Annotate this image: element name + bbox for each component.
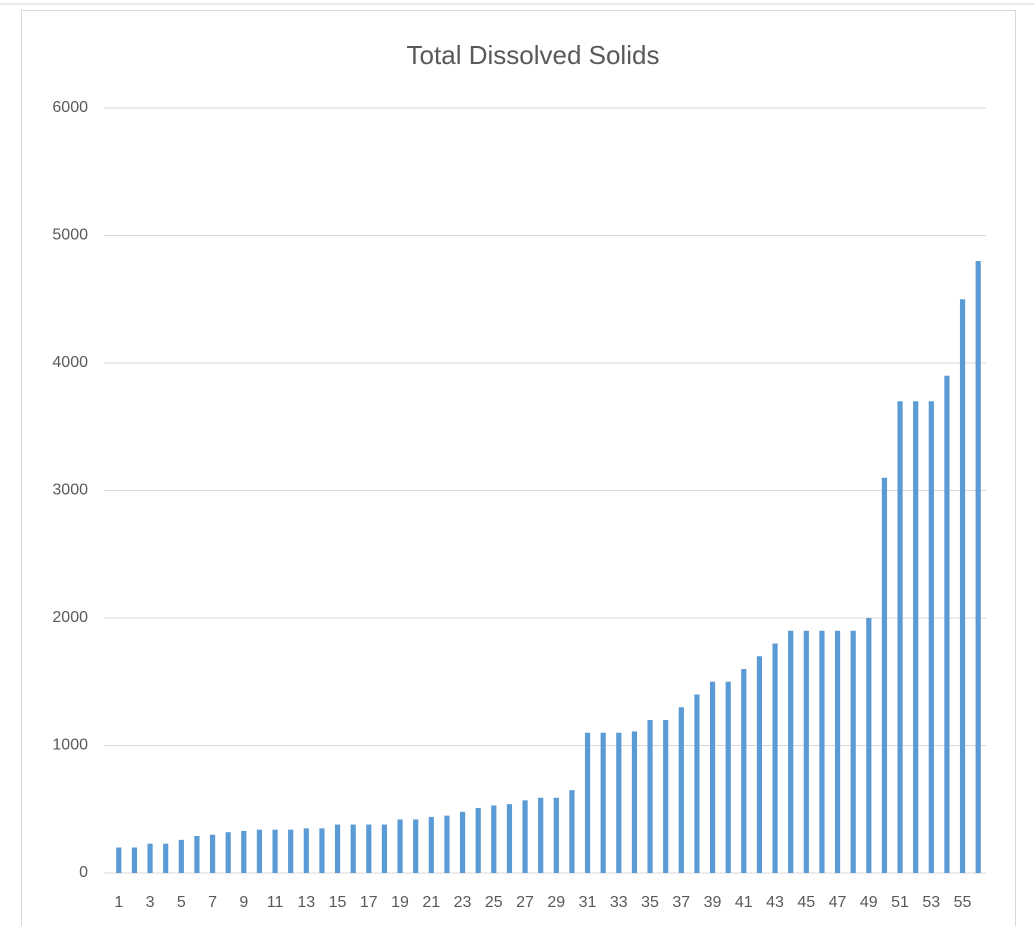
y-tick-label: 5000 <box>52 227 88 244</box>
x-tick-label: 7 <box>208 894 217 911</box>
bar <box>256 829 263 873</box>
bar <box>772 643 778 873</box>
bar <box>709 681 716 873</box>
bar <box>538 797 544 873</box>
bar <box>397 819 403 873</box>
x-tick-label: 23 <box>454 894 472 911</box>
bar <box>741 669 747 873</box>
chart-frame <box>21 10 1016 926</box>
x-tick-label: 9 <box>239 894 248 911</box>
bar <box>913 401 919 873</box>
x-tick-label: 21 <box>422 894 440 911</box>
x-tick-label: 55 <box>954 894 972 911</box>
bar <box>225 832 231 873</box>
bar <box>178 839 184 873</box>
bar <box>788 630 794 873</box>
x-tick-label: 11 <box>267 894 284 911</box>
x-tick-label: 27 <box>516 894 534 911</box>
bar <box>350 824 356 873</box>
x-tick-label: 41 <box>735 894 753 911</box>
y-tick-label: 2000 <box>52 609 88 626</box>
bar <box>147 843 153 873</box>
bar <box>694 694 700 873</box>
bar <box>631 731 638 873</box>
bar <box>444 815 450 873</box>
bar <box>506 804 513 873</box>
bar <box>725 681 731 873</box>
x-tick-label: 51 <box>891 894 909 911</box>
y-tick-label: 4000 <box>52 354 88 371</box>
bar <box>116 847 122 873</box>
bar <box>428 816 434 873</box>
bar <box>459 811 466 873</box>
bar <box>850 630 856 873</box>
x-tick-label: 49 <box>860 894 878 911</box>
bar <box>678 707 684 873</box>
y-tick-label: 3000 <box>52 482 88 499</box>
x-tick-label: 3 <box>146 894 155 911</box>
bar <box>413 819 419 873</box>
y-tick-label: 1000 <box>52 737 88 754</box>
bar <box>475 807 481 873</box>
x-tick-label: 53 <box>922 894 940 911</box>
bar <box>959 299 966 873</box>
bar <box>881 477 888 873</box>
x-tick-label: 39 <box>704 894 722 911</box>
bar <box>569 790 575 873</box>
bar <box>803 630 809 873</box>
x-tick-label: 31 <box>579 894 597 911</box>
x-tick-label: 37 <box>672 894 690 911</box>
bar <box>975 261 981 873</box>
x-tick-label: 15 <box>329 894 347 911</box>
x-tick-label: 35 <box>641 894 659 911</box>
bar <box>616 732 622 873</box>
x-tick-label: 33 <box>610 894 628 911</box>
y-tick-label: 0 <box>79 864 88 881</box>
bar <box>319 828 325 873</box>
bar <box>366 824 372 873</box>
bar <box>131 847 138 873</box>
x-tick-label: 17 <box>360 894 378 911</box>
x-tick-label: 19 <box>391 894 409 911</box>
x-tick-label: 29 <box>547 894 565 911</box>
bar <box>491 805 497 873</box>
bar <box>334 824 341 873</box>
bar <box>944 375 950 873</box>
bar <box>866 618 872 873</box>
bar <box>303 828 309 873</box>
bar <box>584 732 591 873</box>
bar <box>241 830 247 873</box>
bar <box>209 834 216 873</box>
bar <box>522 800 528 873</box>
bar <box>647 720 653 873</box>
bar <box>834 630 841 873</box>
chart-title: Total Dissolved Solids <box>407 40 660 70</box>
y-tick-label: 6000 <box>52 99 88 116</box>
bar <box>600 732 606 873</box>
bar <box>553 797 559 873</box>
bar <box>756 656 763 873</box>
bar <box>194 836 200 873</box>
bar <box>272 829 278 873</box>
bar <box>928 401 934 873</box>
bar <box>288 829 294 873</box>
x-tick-label: 43 <box>766 894 784 911</box>
x-tick-label: 1 <box>114 894 123 911</box>
bar <box>897 401 903 873</box>
x-tick-label: 5 <box>177 894 186 911</box>
bar <box>381 824 388 873</box>
x-tick-label: 25 <box>485 894 503 911</box>
x-tick-label: 47 <box>829 894 847 911</box>
bar <box>819 630 825 873</box>
bar <box>163 843 169 873</box>
bar <box>663 720 669 873</box>
x-tick-label: 13 <box>297 894 315 911</box>
x-tick-label: 45 <box>797 894 815 911</box>
